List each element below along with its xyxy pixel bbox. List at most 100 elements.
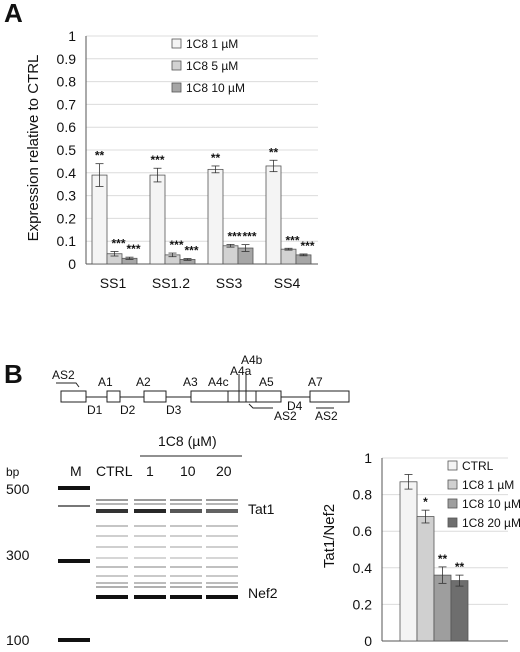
panel-a-axes: 0 0.1 0.2 0.3 0.4 0.5 0.6 0.7 0.8 0.9 1 SS1 SS1.2 SS3… xyxy=(57,28,318,291)
gel-band xyxy=(206,499,238,501)
exon-box xyxy=(190,390,282,403)
ctrl-lane-label: CTRL xyxy=(96,463,133,479)
y-tick-label: 0.5 xyxy=(57,142,77,158)
y-tick-label: 0.1 xyxy=(57,233,77,249)
y-tick-label: 0.4 xyxy=(57,165,77,181)
y-tick-label: 0.3 xyxy=(57,188,77,204)
y-tick-label: 0 xyxy=(68,256,76,272)
panel-a-letter: A xyxy=(4,0,23,28)
significance-label: ** xyxy=(211,151,221,165)
primer-arrow xyxy=(56,382,80,388)
dose-group-label: 1C8 (µM) xyxy=(158,433,217,449)
gel-band xyxy=(206,525,238,527)
exon-box xyxy=(60,390,87,403)
marker-band xyxy=(58,559,90,563)
significance-label: *** xyxy=(227,229,241,243)
y-tick-label: 0.4 xyxy=(353,560,373,576)
legend-swatch xyxy=(447,479,458,490)
exon-box xyxy=(106,390,121,403)
gel-band xyxy=(170,525,202,527)
gel-band xyxy=(96,582,128,584)
nef2-band xyxy=(206,595,238,599)
donor-label: D2 xyxy=(120,403,136,417)
bar xyxy=(399,481,418,642)
significance-label: *** xyxy=(169,238,183,252)
panel-a-legend: 1C8 1 µM 1C8 5 µM 1C8 10 µM xyxy=(171,37,245,95)
panel-b-y-axis-label: Tat1/Nef2 xyxy=(321,504,338,568)
y-tick-label: 0.8 xyxy=(353,487,373,503)
gel-band xyxy=(206,582,238,584)
y-tick-label: 0.9 xyxy=(57,51,77,67)
exon-label: A4a xyxy=(230,364,252,378)
panel-b-letter: B xyxy=(4,359,23,389)
splice-map-labels: AS2 A1 A2 A3 A4c A4a A4b A5 A7 D1 D2 D3 … xyxy=(52,353,338,423)
gel-band xyxy=(206,546,238,548)
marker-band xyxy=(58,638,90,642)
donor-label: D3 xyxy=(166,403,182,417)
bar xyxy=(450,580,469,642)
panel-b-legend: CTRL 1C8 1 µM 1C8 10 µM 1C8 20 µM xyxy=(447,459,520,530)
gel-band xyxy=(170,557,202,559)
significance-label: ** xyxy=(95,149,105,163)
gel-band xyxy=(96,525,128,527)
gel-band xyxy=(134,582,166,584)
significance-label: *** xyxy=(242,230,256,244)
gel-lanes xyxy=(96,499,238,599)
significance-label: *** xyxy=(150,153,164,167)
tat1-band xyxy=(170,509,202,513)
gel-band xyxy=(206,503,238,505)
significance-label: *** xyxy=(126,242,140,256)
bar xyxy=(222,245,239,265)
bar xyxy=(280,248,297,265)
significance-label: * xyxy=(423,495,428,509)
gel-band xyxy=(134,546,166,548)
y-tick-label: 1 xyxy=(364,450,372,466)
legend-swatch xyxy=(447,460,458,471)
legend-label: 1C8 1 µM xyxy=(462,478,514,492)
gel-band xyxy=(170,575,202,577)
nef2-band xyxy=(96,595,128,599)
bp-label: bp xyxy=(6,465,20,479)
gel-band xyxy=(170,535,202,537)
exon-label: A4c xyxy=(208,375,229,389)
y-tick-label: 0 xyxy=(364,633,372,649)
legend-label: 1C8 1 µM xyxy=(186,37,238,51)
band-label-tat1: Tat1 xyxy=(248,501,275,517)
donor-label: D4 xyxy=(287,399,303,413)
gel-band xyxy=(170,546,202,548)
bar xyxy=(149,174,166,265)
gel-image: bp M CTRL 1C8 (µM) 1 10 20 500 300 100 T… xyxy=(6,433,290,648)
gel-band xyxy=(96,566,128,568)
legend-swatch xyxy=(171,60,182,71)
legend-swatch xyxy=(447,517,458,528)
gel-band xyxy=(170,586,202,588)
dose-label: 10 xyxy=(180,463,196,479)
bar xyxy=(433,574,452,642)
marker-lane-label: M xyxy=(70,463,82,479)
donor-label: D1 xyxy=(87,403,103,417)
primer-label: AS2 xyxy=(274,409,297,423)
legend-label: CTRL xyxy=(462,459,494,473)
panel-b: B AS2 A1 A2 A3 A4c A4a A4 xyxy=(4,353,520,649)
panel-a-y-axis-label: Expression relative to CTRL xyxy=(25,55,42,242)
bar xyxy=(91,174,108,265)
x-tick-label: SS1.2 xyxy=(152,275,190,291)
significance-label: ** xyxy=(438,552,448,566)
exon-box xyxy=(143,390,167,403)
gel-band xyxy=(96,535,128,537)
bar xyxy=(265,165,282,265)
exon-label: A2 xyxy=(136,375,151,389)
primer-arrow xyxy=(248,403,273,409)
bar xyxy=(207,168,224,265)
dose-label: 20 xyxy=(216,463,232,479)
legend-label: 1C8 20 µM xyxy=(462,516,520,530)
gel-band xyxy=(134,535,166,537)
marker-band xyxy=(58,486,90,490)
y-tick-label: 0.2 xyxy=(353,596,373,612)
bar xyxy=(295,254,312,265)
gel-band xyxy=(206,586,238,588)
gel-band xyxy=(96,499,128,501)
gel-band xyxy=(134,566,166,568)
y-tick-label: 1 xyxy=(68,28,76,44)
